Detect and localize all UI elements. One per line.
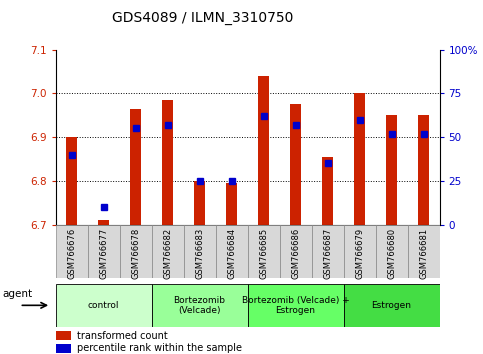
- Bar: [194, 181, 205, 225]
- Text: GDS4089 / ILMN_3310750: GDS4089 / ILMN_3310750: [112, 11, 294, 25]
- Bar: [280, 225, 312, 278]
- Bar: [322, 157, 333, 225]
- Text: percentile rank within the sample: percentile rank within the sample: [77, 343, 241, 353]
- Bar: [184, 225, 215, 278]
- Text: transformed count: transformed count: [77, 331, 168, 341]
- Bar: [56, 344, 71, 353]
- Bar: [248, 225, 280, 278]
- Bar: [120, 225, 152, 278]
- Bar: [354, 93, 365, 225]
- Bar: [98, 221, 109, 225]
- Text: Bortezomib (Velcade) +
Estrogen: Bortezomib (Velcade) + Estrogen: [242, 296, 349, 315]
- Bar: [66, 137, 77, 225]
- Text: GSM766676: GSM766676: [67, 228, 76, 279]
- Bar: [162, 100, 173, 225]
- Text: agent: agent: [3, 289, 33, 299]
- Bar: [152, 284, 248, 326]
- Bar: [56, 225, 87, 278]
- Text: GSM766677: GSM766677: [99, 228, 108, 279]
- Bar: [258, 76, 269, 225]
- Text: GSM766685: GSM766685: [259, 228, 268, 279]
- Bar: [215, 225, 248, 278]
- Bar: [226, 183, 237, 225]
- Bar: [343, 284, 440, 326]
- Bar: [152, 225, 184, 278]
- Text: Bortezomib
(Velcade): Bortezomib (Velcade): [173, 296, 226, 315]
- Text: control: control: [88, 301, 119, 310]
- Text: GSM766687: GSM766687: [323, 228, 332, 279]
- Text: GSM766683: GSM766683: [195, 228, 204, 279]
- Bar: [376, 225, 408, 278]
- Bar: [87, 225, 120, 278]
- Bar: [386, 115, 397, 225]
- Bar: [312, 225, 343, 278]
- Bar: [130, 109, 141, 225]
- Text: GSM766684: GSM766684: [227, 228, 236, 279]
- Bar: [290, 104, 301, 225]
- Text: Estrogen: Estrogen: [371, 301, 412, 310]
- Bar: [408, 225, 440, 278]
- Text: GSM766678: GSM766678: [131, 228, 140, 279]
- Text: GSM766686: GSM766686: [291, 228, 300, 279]
- Bar: [343, 225, 376, 278]
- Text: GSM766680: GSM766680: [387, 228, 396, 279]
- Text: GSM766682: GSM766682: [163, 228, 172, 279]
- Text: GSM766681: GSM766681: [419, 228, 428, 279]
- Bar: [56, 331, 71, 340]
- Bar: [248, 284, 343, 326]
- Bar: [418, 115, 429, 225]
- Bar: [56, 284, 152, 326]
- Text: GSM766679: GSM766679: [355, 228, 364, 279]
